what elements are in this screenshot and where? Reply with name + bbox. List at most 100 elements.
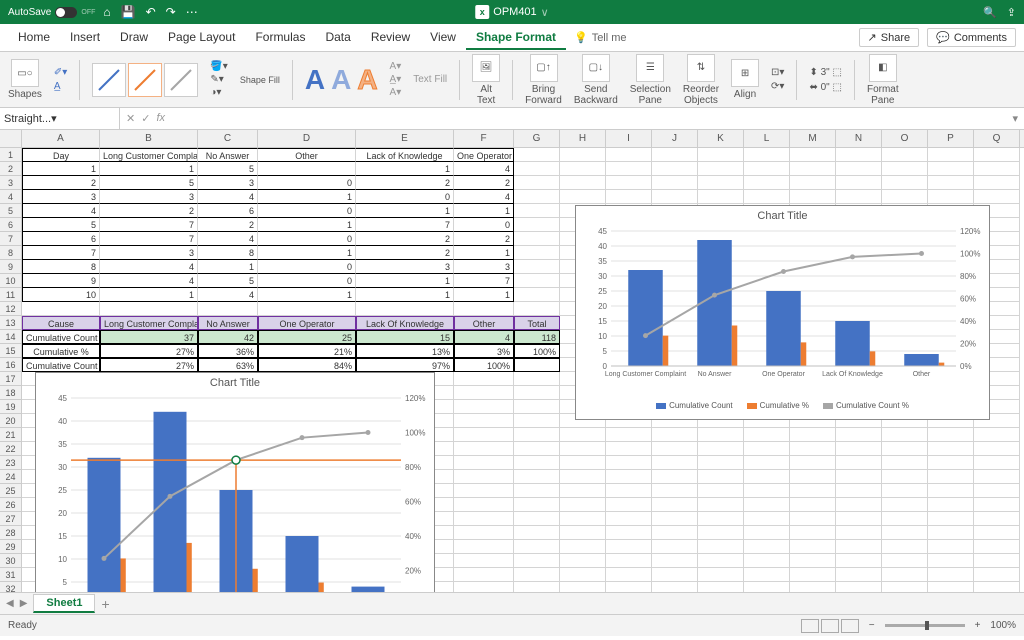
row-header[interactable]: 4 xyxy=(0,190,22,204)
cell[interactable] xyxy=(698,512,744,526)
cell[interactable] xyxy=(454,414,514,428)
autosave-toggle[interactable]: AutoSave OFF xyxy=(8,7,95,18)
enter-icon[interactable]: ✓ xyxy=(141,112,150,125)
cell[interactable] xyxy=(560,470,606,484)
cell[interactable] xyxy=(928,512,974,526)
cell[interactable] xyxy=(698,568,744,582)
cell[interactable] xyxy=(836,190,882,204)
cell[interactable]: 3% xyxy=(454,344,514,358)
cell[interactable] xyxy=(928,470,974,484)
cell[interactable] xyxy=(928,148,974,162)
cell[interactable] xyxy=(698,162,744,176)
cell[interactable] xyxy=(790,442,836,456)
cell[interactable] xyxy=(698,582,744,592)
alt-text-button[interactable]: 🖼Alt Text xyxy=(472,54,500,106)
row-header[interactable]: 28 xyxy=(0,526,22,540)
zoom-level[interactable]: 100% xyxy=(990,620,1016,631)
cell[interactable] xyxy=(454,568,514,582)
pareto-chart-large[interactable]: Chart Title 0510152025303540450%20%40%60… xyxy=(35,372,435,592)
row-header[interactable]: 2 xyxy=(0,162,22,176)
cell[interactable]: 1 xyxy=(356,162,454,176)
cell[interactable] xyxy=(744,582,790,592)
cell[interactable] xyxy=(652,162,698,176)
cell[interactable] xyxy=(974,568,1020,582)
cell[interactable]: Lack Of Knowledge xyxy=(356,316,454,330)
search-icon[interactable]: 🔍 xyxy=(983,6,997,19)
cell[interactable]: Lack of Knowledge xyxy=(356,148,454,162)
cell[interactable]: No Answer xyxy=(198,316,258,330)
cell[interactable] xyxy=(652,540,698,554)
col-header[interactable]: E xyxy=(356,130,454,147)
cell[interactable] xyxy=(514,526,560,540)
cell[interactable]: 2 xyxy=(356,246,454,260)
cell[interactable] xyxy=(928,456,974,470)
cell[interactable] xyxy=(698,176,744,190)
tab-shape-format[interactable]: Shape Format xyxy=(466,26,566,50)
cell[interactable]: 3 xyxy=(198,176,258,190)
cell[interactable]: 0 xyxy=(258,232,356,246)
cell[interactable]: 3 xyxy=(100,190,198,204)
cell[interactable] xyxy=(454,498,514,512)
cell[interactable] xyxy=(454,484,514,498)
text-box-icon[interactable]: A̲ xyxy=(54,81,67,92)
home-icon[interactable]: ⌂ xyxy=(103,5,110,19)
cell[interactable] xyxy=(560,176,606,190)
cell[interactable] xyxy=(454,386,514,400)
tab-draw[interactable]: Draw xyxy=(110,26,158,50)
cell[interactable]: 1 xyxy=(356,288,454,302)
cell[interactable] xyxy=(454,400,514,414)
cell[interactable] xyxy=(928,442,974,456)
cell[interactable]: 1 xyxy=(100,288,198,302)
cell[interactable]: 25 xyxy=(258,330,356,344)
cell[interactable]: 9 xyxy=(22,274,100,288)
cell[interactable] xyxy=(836,470,882,484)
cell[interactable] xyxy=(928,582,974,592)
cell[interactable] xyxy=(928,190,974,204)
cell[interactable] xyxy=(560,162,606,176)
cell[interactable] xyxy=(744,568,790,582)
cell[interactable] xyxy=(606,148,652,162)
cell[interactable] xyxy=(606,554,652,568)
cell[interactable] xyxy=(514,400,560,414)
cell[interactable] xyxy=(790,484,836,498)
cell[interactable] xyxy=(514,288,560,302)
cell[interactable] xyxy=(652,428,698,442)
col-header[interactable]: Q xyxy=(974,130,1020,147)
share-icon[interactable]: ⇪ xyxy=(1007,6,1016,19)
cell[interactable] xyxy=(606,498,652,512)
cell[interactable]: Total xyxy=(514,316,560,330)
cell[interactable]: 1 xyxy=(454,204,514,218)
cell[interactable]: 1 xyxy=(258,218,356,232)
cell[interactable]: 13% xyxy=(356,344,454,358)
wordart-gallery[interactable]: AAA xyxy=(305,64,378,96)
cell[interactable]: 8 xyxy=(198,246,258,260)
cell[interactable] xyxy=(514,540,560,554)
cell[interactable]: 2 xyxy=(22,176,100,190)
edit-shape-icon[interactable]: ✐▾ xyxy=(54,67,67,78)
cell[interactable] xyxy=(790,162,836,176)
height-input[interactable]: ⬍ 3" ⬚ xyxy=(809,67,842,78)
col-header[interactable]: H xyxy=(560,130,606,147)
cell[interactable] xyxy=(698,526,744,540)
redo-icon[interactable]: ↷ xyxy=(166,5,176,19)
cell[interactable] xyxy=(790,554,836,568)
cell[interactable] xyxy=(974,148,1020,162)
selection-pane-button[interactable]: ☰Selection Pane xyxy=(630,54,671,106)
save-icon[interactable]: 💾 xyxy=(121,5,136,19)
cell[interactable] xyxy=(882,512,928,526)
cell[interactable] xyxy=(514,456,560,470)
cell[interactable]: 63% xyxy=(198,358,258,372)
cell[interactable]: 5 xyxy=(198,274,258,288)
cell[interactable] xyxy=(652,484,698,498)
cell[interactable]: 1 xyxy=(258,288,356,302)
cell[interactable] xyxy=(560,456,606,470)
row-header[interactable]: 9 xyxy=(0,260,22,274)
cell[interactable]: 3 xyxy=(100,246,198,260)
cell[interactable] xyxy=(698,484,744,498)
page-layout-view-button[interactable] xyxy=(821,619,839,633)
cell[interactable] xyxy=(454,372,514,386)
row-header[interactable]: 22 xyxy=(0,442,22,456)
cell[interactable] xyxy=(928,162,974,176)
row-header[interactable]: 3 xyxy=(0,176,22,190)
row-header[interactable]: 27 xyxy=(0,512,22,526)
